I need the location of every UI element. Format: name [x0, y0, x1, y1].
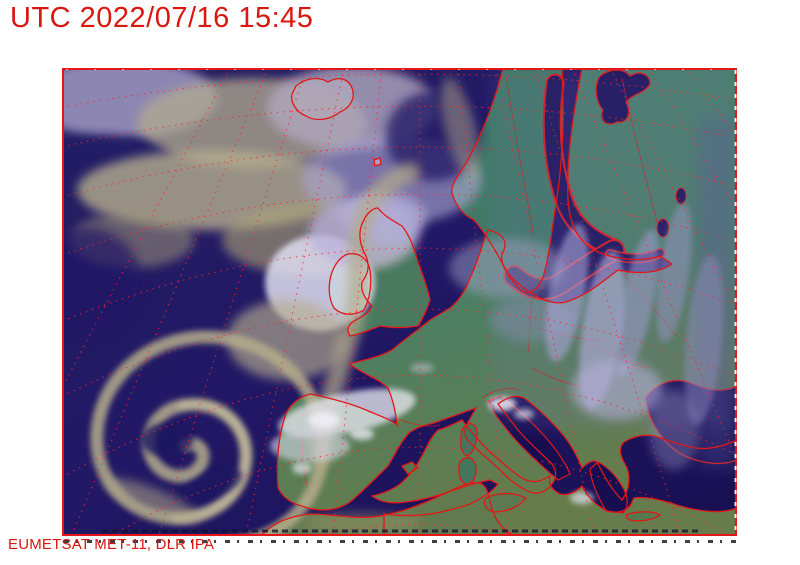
credit-caption: EUMETSAT MET-11, DLR IPA: [8, 536, 215, 553]
map-border: [62, 68, 737, 536]
bottom-tick-marks: [64, 540, 738, 543]
cloud-layer: [62, 68, 737, 536]
satellite-svg: [62, 68, 737, 536]
timestamp-title: UTC 2022/07/16 15:45: [10, 2, 314, 34]
satellite-image: [62, 68, 737, 536]
